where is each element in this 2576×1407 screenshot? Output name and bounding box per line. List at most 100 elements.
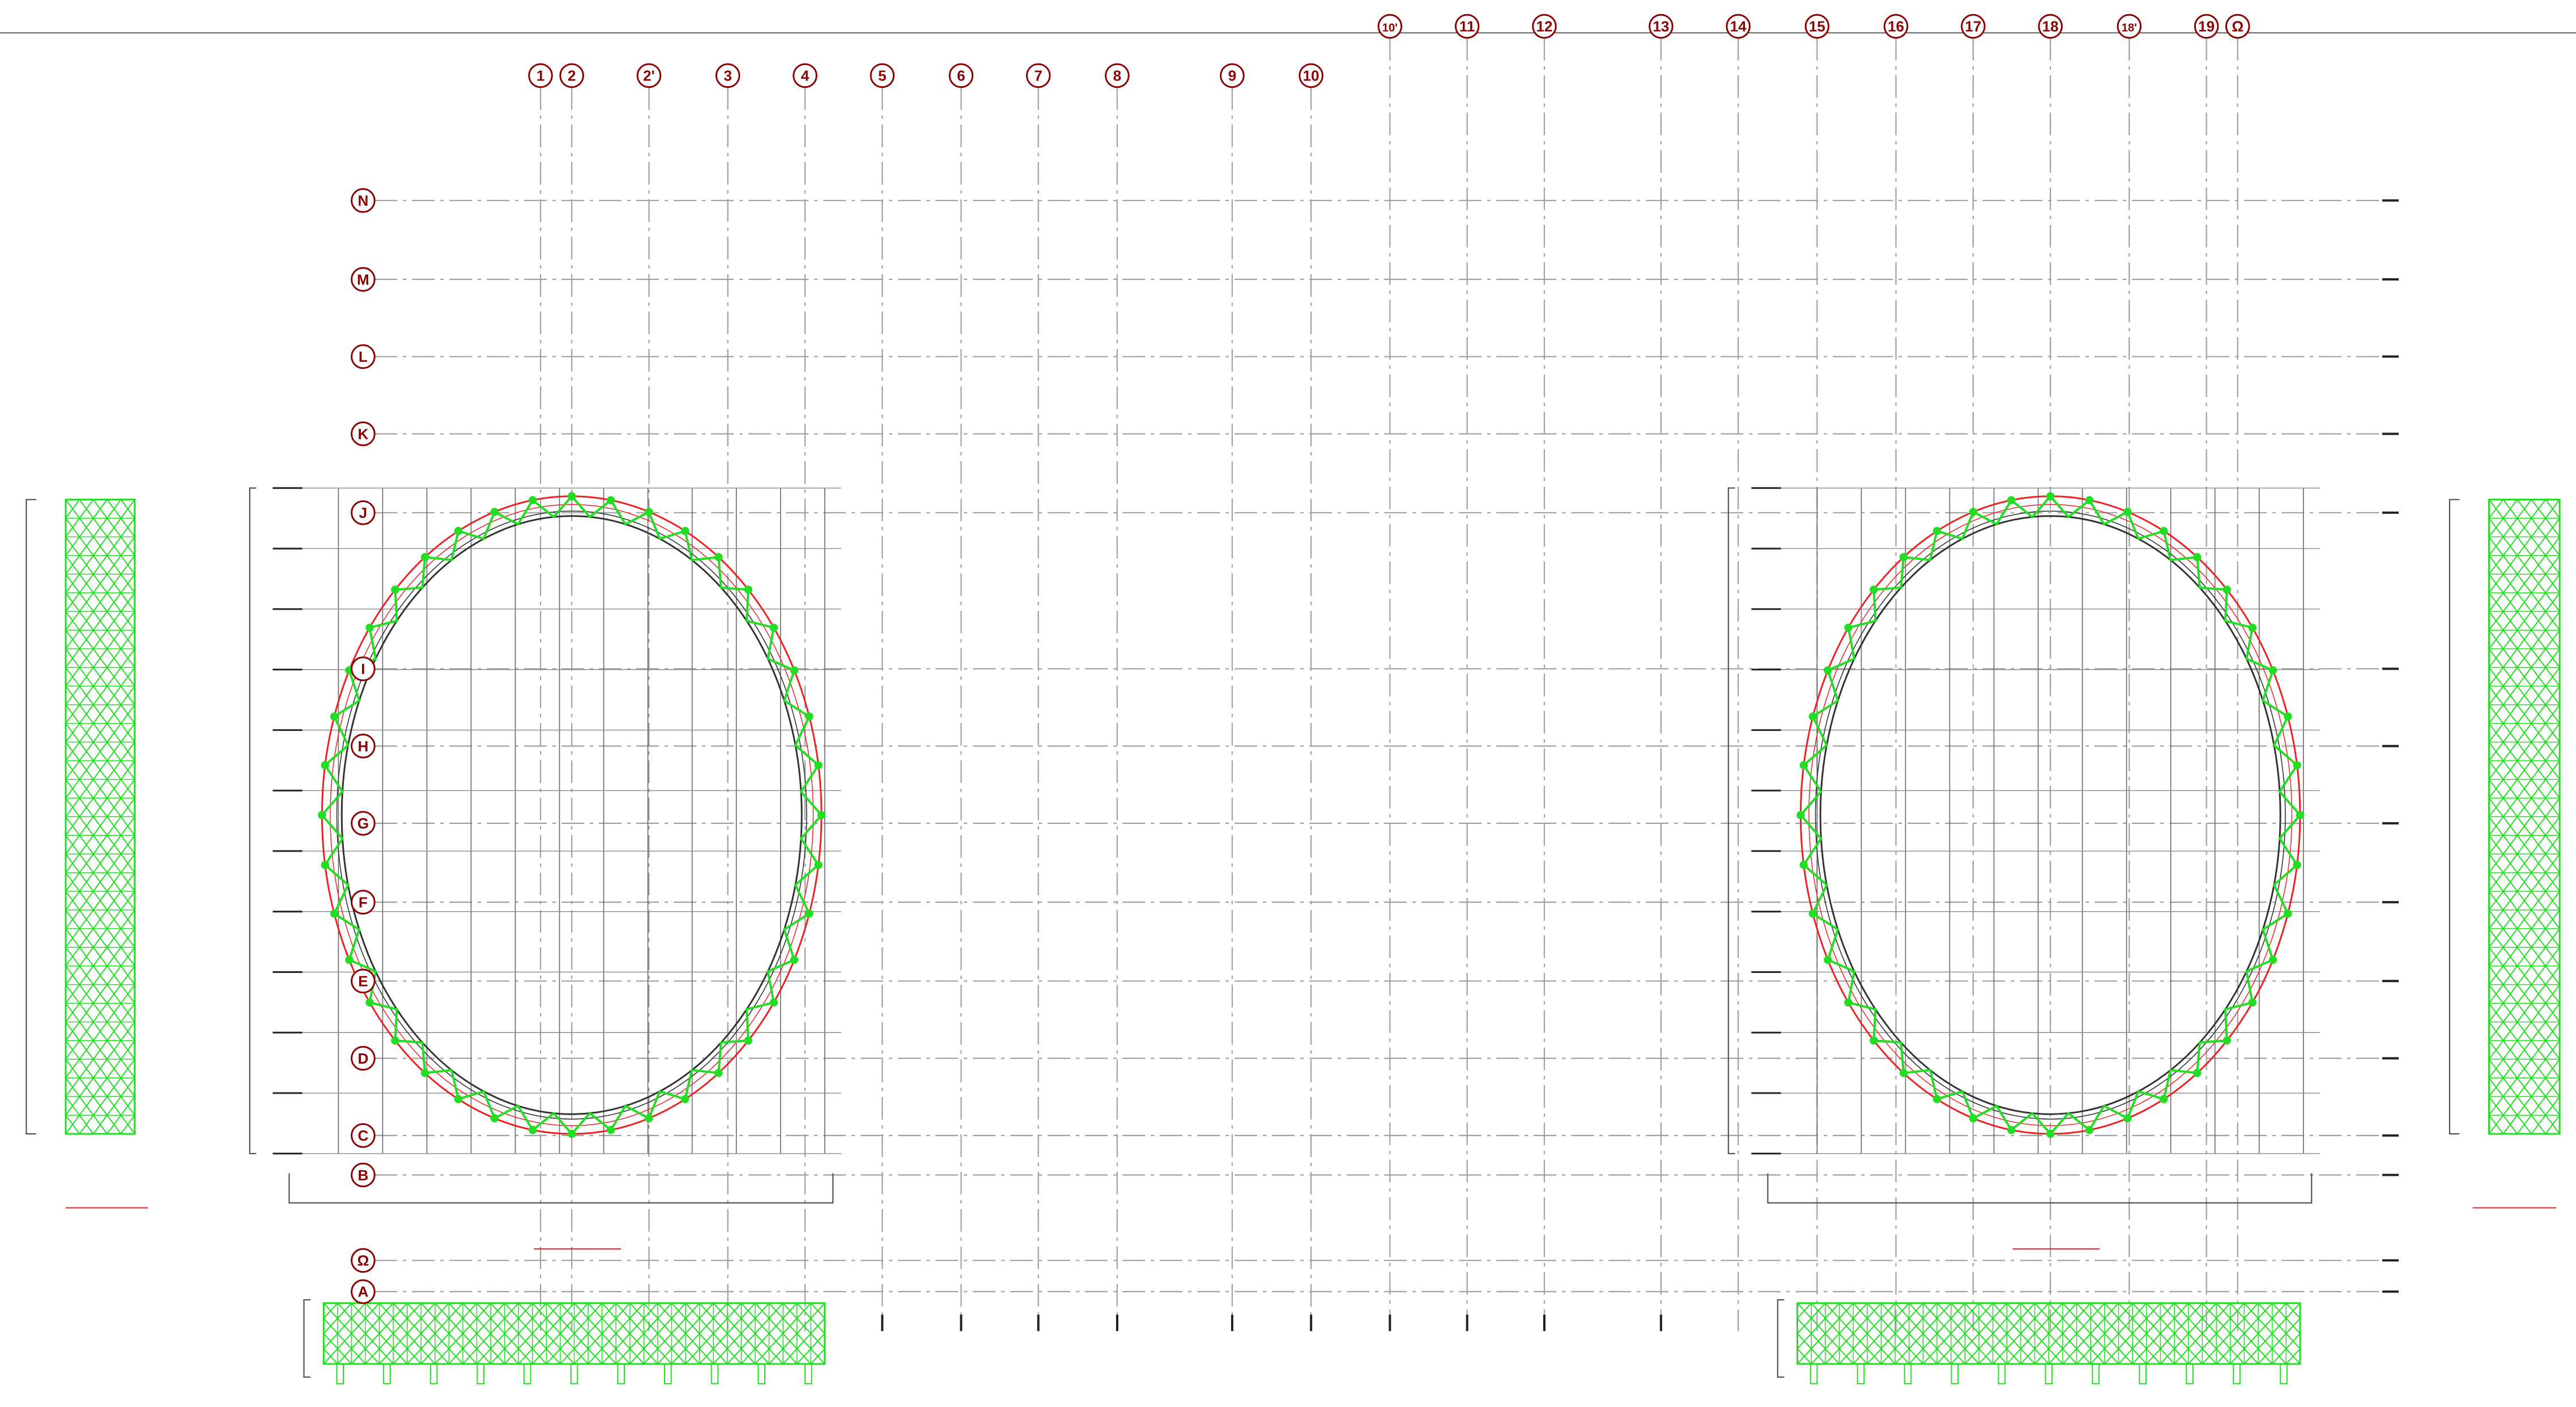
elevation-right-vertical-brace <box>2545 779 2560 798</box>
column-grid-bubble: 4 <box>793 63 817 88</box>
elevation-right-vertical-brace <box>2517 742 2532 762</box>
column-grid-bubble: 5 <box>870 63 895 88</box>
elevation-left-bottom-brace <box>629 1303 645 1319</box>
elevation-right-vertical-brace <box>2502 872 2518 892</box>
elevation-right-vertical-brace <box>2545 1096 2560 1116</box>
elevation-left-bottom-brace <box>504 1348 520 1365</box>
elevation-left-vertical-brace <box>107 742 122 762</box>
elevation-right-bottom-brace <box>1894 1317 1910 1334</box>
elevation-left-bottom-brace <box>601 1303 616 1319</box>
elevation-right-bottom-brace <box>2062 1333 2077 1349</box>
column-grid-bubble: 8 <box>1105 63 1130 88</box>
elevation-right-vertical-brace <box>2531 536 2547 556</box>
elevation-left-bottom-brace <box>448 1333 463 1349</box>
elevation-right-vertical-brace <box>2502 667 2518 687</box>
elevation-left-vertical-brace <box>120 1002 135 1023</box>
elevation-right-vertical-brace <box>2517 592 2532 612</box>
elevation-right-bottom-brace <box>2202 1317 2217 1334</box>
elevation-left-vertical <box>25 499 136 1135</box>
elevation-right-vertical-brace <box>2545 760 2560 780</box>
elevation-right-bottom-brace <box>2090 1348 2105 1365</box>
row-grid-bubble: A <box>351 1279 376 1304</box>
elevation-left-vertical-brace <box>107 984 122 1004</box>
elevation-right-bottom-brace <box>2048 1348 2063 1365</box>
elevation-left-bottom-brace <box>699 1348 714 1365</box>
elevation-left-bottom-brace <box>713 1303 728 1319</box>
elevation-left-vertical-brace <box>92 928 108 948</box>
oval-truss-ring-right-truss-node <box>2046 1129 2055 1138</box>
elevation-right-bottom-brace <box>2160 1348 2175 1365</box>
elevation-right-bottom-brace <box>2132 1303 2147 1319</box>
elevation-left-bottom-brace <box>573 1317 589 1334</box>
elevation-left-vertical-brace <box>65 499 80 519</box>
elevation-left-bottom-brace <box>629 1333 645 1349</box>
oval-truss-ring-right-truss-node <box>1932 526 1941 535</box>
oval-truss-ring-left-truss-node <box>567 1129 576 1138</box>
elevation-left-bottom-foot <box>570 1363 578 1384</box>
elevation-right-bottom-brace <box>2216 1333 2231 1349</box>
elevation-left-vertical-brace <box>79 816 94 836</box>
elevation-left-vertical-brace <box>92 816 108 836</box>
oval-truss-ring-left-dimension-bracket <box>249 487 257 1154</box>
elevation-left-vertical-brace <box>92 742 108 762</box>
elevation-right-vertical-brace <box>2517 536 2532 556</box>
elevation-right-bottom-brace <box>2188 1348 2203 1365</box>
elevation-right-bottom-brace <box>1853 1317 1868 1334</box>
oval-truss-ring-left-truss-node <box>790 955 799 964</box>
oval-truss-ring-left-truss-node <box>645 1114 653 1123</box>
elevation-left-vertical-brace <box>92 1096 108 1116</box>
elevation-left-bottom-brace <box>476 1303 491 1319</box>
oval-truss-ring-right-truss-node <box>2123 508 2132 516</box>
elevation-left-bottom-foot <box>664 1363 672 1384</box>
oval-truss-ring-right-truss-node <box>2284 712 2292 721</box>
elevation-right-bottom-brace <box>1909 1317 1924 1334</box>
row-grid-bubble: Ω <box>351 1248 376 1273</box>
oval-truss-ring-right-truss-node <box>1844 998 1853 1007</box>
elevation-left-bottom-brace <box>323 1317 338 1334</box>
elevation-right-vertical-brace <box>2502 648 2518 668</box>
elevation-left-bottom-brace <box>378 1317 394 1334</box>
elevation-left-bottom-brace <box>727 1317 742 1334</box>
elevation-left-vertical-brace <box>79 853 94 873</box>
elevation-right-vertical-brace <box>2531 984 2547 1004</box>
elevation-right-bottom-brace <box>1936 1317 1952 1334</box>
elevation-left-bottom-brace <box>713 1333 728 1349</box>
oval-truss-ring-left-truss-node <box>318 811 326 819</box>
elevation-left-bottom-brace <box>490 1317 505 1334</box>
oval-truss-ring-left-inner-ring-2 <box>336 511 807 1120</box>
elevation-right-bottom-brace <box>2258 1317 2273 1334</box>
elevation-right-bottom-brace <box>2230 1333 2245 1349</box>
elevation-left-vertical-brace <box>79 760 94 780</box>
elevation-left-vertical-brace <box>107 648 122 668</box>
elevation-right-vertical-brace <box>2502 1096 2518 1116</box>
oval-truss-ring-right-truss-node <box>1799 761 1808 770</box>
elevation-left-vertical-brace <box>120 723 135 743</box>
column-grid-bubble-circle <box>1105 63 1130 88</box>
elevation-right-vertical-brace <box>2502 853 2518 873</box>
elevation-left-bottom-brace <box>657 1303 672 1319</box>
oval-truss-ring-right-truss-node <box>2123 1114 2132 1123</box>
elevation-left-vertical-brace <box>65 704 80 724</box>
elevation-left-bottom-brace <box>643 1333 658 1349</box>
elevation-right-bottom-brace <box>2020 1348 2036 1365</box>
elevation-left-vertical-brace <box>92 853 108 873</box>
elevation-right-vertical <box>2449 499 2561 1135</box>
row-grid-bubble-label: I <box>361 661 365 678</box>
elevation-left-bottom-brace <box>615 1303 631 1319</box>
elevation-left-bottom-brace <box>587 1348 603 1365</box>
elevation-right-vertical-brace <box>2502 1077 2518 1097</box>
row-grid-bubble-label: N <box>357 192 368 209</box>
elevation-right-vertical-brace <box>2531 1059 2547 1078</box>
oval-truss-ring-left-inner-ring <box>340 515 803 1115</box>
elevation-right-bottom-brace <box>2202 1333 2217 1349</box>
elevation-left-vertical-brace <box>92 1059 108 1078</box>
elevation-right-vertical-brace <box>2517 984 2532 1004</box>
elevation-right-vertical-brace <box>2545 686 2560 705</box>
elevation-left-vertical-brace <box>79 499 94 519</box>
elevation-left-bottom-brace <box>768 1317 784 1334</box>
column-grid-bubble-circle <box>1026 63 1051 88</box>
elevation-right-vertical-brace <box>2488 797 2504 817</box>
elevation-left-vertical-brace <box>65 816 80 836</box>
elevation-left-vertical-brace <box>107 1021 122 1041</box>
oval-truss-ring-left-truss-node <box>490 508 499 516</box>
